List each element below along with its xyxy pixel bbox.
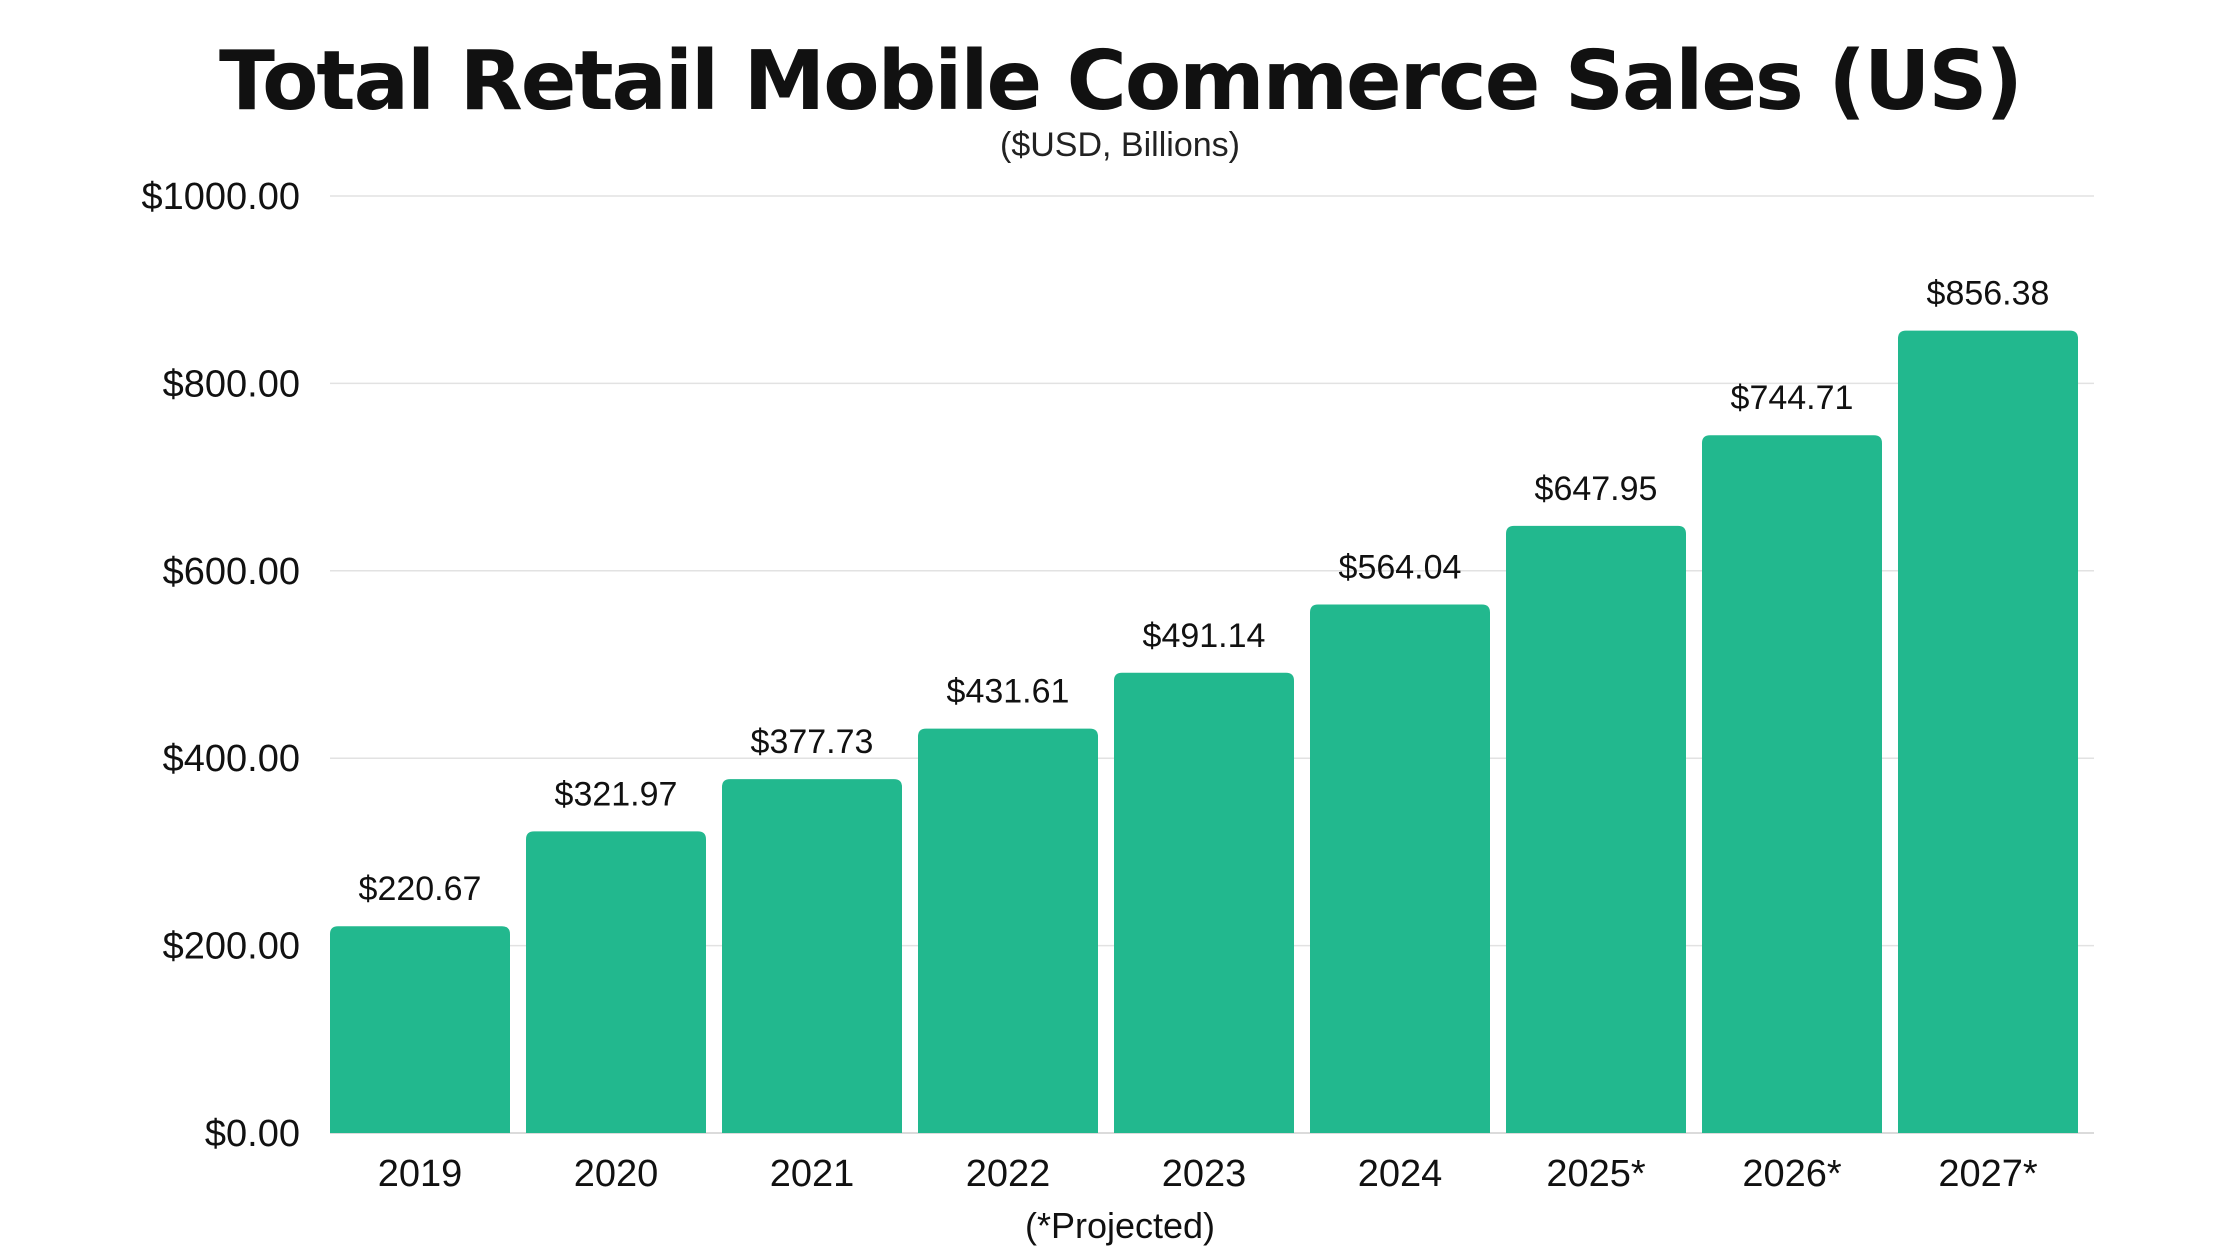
bar-value-label: $647.95 — [1535, 470, 1658, 508]
bars — [330, 330, 2078, 1134]
bar-value-label: $744.71 — [1731, 379, 1854, 417]
bar — [1114, 672, 1294, 1133]
y-tick-label: $0.00 — [205, 1113, 300, 1155]
bar-value-labels: $220.67 $321.97 $377.73 $431.61 $491.14 $564.… — [359, 275, 2050, 909]
x-tick-label: 2027* — [1938, 1153, 2038, 1195]
x-tick-label: 2022 — [966, 1153, 1051, 1195]
x-tick-label: 2020 — [574, 1153, 659, 1195]
bar — [1702, 435, 1882, 1133]
bar-value-label: $220.67 — [359, 870, 482, 908]
bar-value-label: $377.73 — [751, 723, 874, 761]
x-tick-label: 2023 — [1162, 1153, 1247, 1195]
bar-value-label: $431.61 — [947, 673, 1070, 711]
x-tick-label: 2025* — [1546, 1153, 1646, 1195]
bar-value-label: $321.97 — [555, 775, 678, 813]
y-tick-label: $800.00 — [163, 363, 300, 405]
x-tick-label: 2019 — [378, 1153, 463, 1195]
bar — [1506, 525, 1686, 1133]
x-tick-label: 2021 — [770, 1153, 855, 1195]
bar — [722, 779, 902, 1133]
bar — [1898, 330, 2078, 1134]
x-axis-tick-labels: 2019 2020 2021 2022 2023 2024 2025* 2026* 2027* — [378, 1153, 2038, 1195]
bar-value-label: $564.04 — [1339, 548, 1462, 586]
y-tick-label: $400.00 — [163, 738, 300, 780]
chart-title: Total Retail Mobile Commerce Sales (US) — [219, 34, 2023, 129]
x-axis-label: (*Projected) — [1025, 1205, 1215, 1246]
bar — [526, 831, 706, 1133]
y-tick-label: $1000.00 — [142, 176, 301, 218]
bar — [1310, 604, 1490, 1133]
bar-value-label: $856.38 — [1927, 275, 2050, 313]
y-tick-label: $600.00 — [163, 551, 300, 593]
x-tick-label: 2026* — [1742, 1153, 1842, 1195]
bar — [918, 728, 1098, 1133]
bar — [330, 926, 510, 1133]
y-axis-tick-labels: $0.00 $200.00 $400.00 $600.00 $800.00 $1000.0… — [142, 176, 301, 1155]
y-tick-label: $200.00 — [163, 926, 300, 968]
bar-value-label: $491.14 — [1143, 617, 1266, 655]
chart-subtitle: ($USD, Billions) — [1000, 126, 1240, 164]
x-tick-label: 2024 — [1358, 1153, 1443, 1195]
